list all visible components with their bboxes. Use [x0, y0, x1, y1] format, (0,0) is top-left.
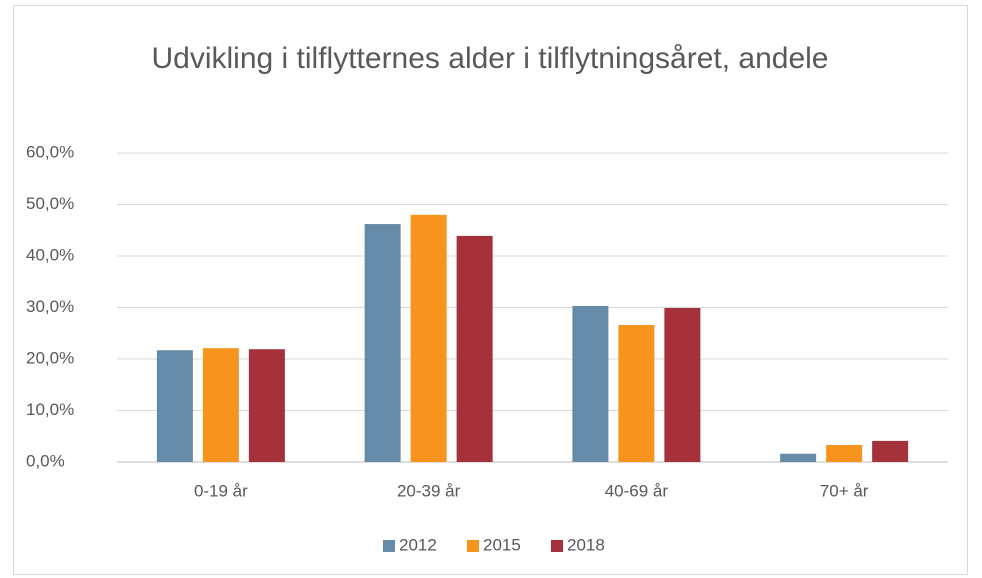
legend-swatch [383, 540, 395, 552]
bar [410, 214, 447, 462]
y-tick-label: 10,0% [26, 400, 74, 419]
y-tick-label: 30,0% [26, 297, 74, 316]
bar [826, 445, 863, 462]
bar [872, 440, 909, 462]
x-tick-label: 70+ år [820, 481, 869, 500]
chart-frame [13, 5, 968, 575]
x-tick-label: 0-19 år [194, 481, 248, 500]
legend-label: 2018 [567, 535, 605, 554]
bar [664, 308, 701, 462]
bar [202, 348, 239, 462]
legend-swatch [551, 540, 563, 552]
y-tick-label: 50,0% [26, 194, 74, 213]
bar [572, 305, 609, 462]
y-tick-label: 20,0% [26, 348, 74, 367]
legend-label: 2015 [483, 535, 521, 554]
bar [456, 235, 493, 462]
x-tick-label: 20-39 år [397, 481, 461, 500]
bar [248, 349, 285, 462]
bar [618, 325, 655, 462]
y-tick-label: 40,0% [26, 245, 74, 264]
legend-label: 2012 [399, 535, 437, 554]
legend-swatch [467, 540, 479, 552]
x-tick-label: 40-69 år [605, 481, 669, 500]
bar [156, 350, 193, 462]
y-tick-label: 60,0% [26, 142, 74, 161]
bar [780, 453, 817, 462]
y-tick-label: 0,0% [26, 451, 65, 470]
bar [364, 224, 401, 462]
chart-title: Udvikling i tilflytternes alder i tilfly… [151, 42, 829, 75]
